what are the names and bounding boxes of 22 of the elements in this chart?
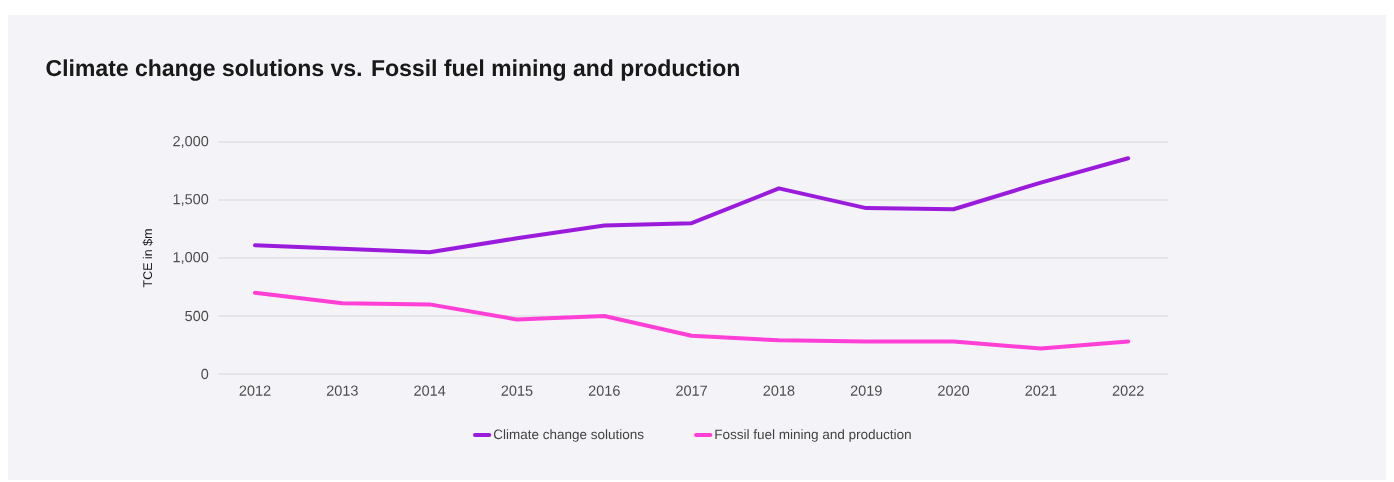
legend-label: Climate change solutions xyxy=(493,429,644,442)
x-tick-label: 2022 xyxy=(1112,385,1144,396)
x-tick-label: 2021 xyxy=(1025,385,1057,396)
x-tick-label: 2015 xyxy=(501,385,533,396)
y-tick-label: 0 xyxy=(201,368,209,380)
x-tick-label: 2016 xyxy=(588,385,620,396)
y-tick-label: 1,500 xyxy=(173,194,209,206)
y-tick-label: 1,000 xyxy=(173,252,209,264)
x-tick-label: 2019 xyxy=(850,385,882,396)
y-tick-label: 500 xyxy=(185,310,209,322)
line-series xyxy=(253,290,1131,351)
x-tick-label: 2012 xyxy=(239,385,271,396)
x-tick-label: 2013 xyxy=(326,385,358,396)
x-tick-label: 2020 xyxy=(938,385,970,396)
chart-title: Climate change solutions vs. Fossil fuel mining and production xyxy=(46,59,739,81)
x-tick-label: 2018 xyxy=(763,385,795,396)
x-tick-label: 2017 xyxy=(676,385,707,396)
line-series xyxy=(253,156,1131,255)
x-tick-label: 2014 xyxy=(414,385,446,396)
y-axis-title: TCE in $m xyxy=(142,229,153,288)
legend-label: Fossil fuel mining and production xyxy=(715,429,911,442)
y-tick-label: 2,000 xyxy=(173,136,209,148)
